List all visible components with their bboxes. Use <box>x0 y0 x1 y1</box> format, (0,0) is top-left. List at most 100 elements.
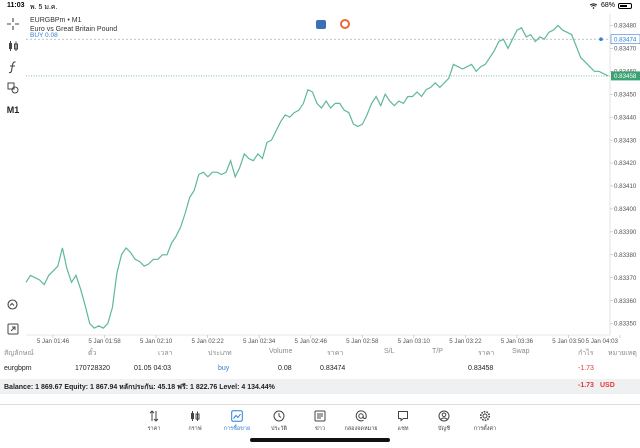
tab-label: การซื้อขาย <box>223 426 251 432</box>
tab-chart[interactable]: กราฟ <box>177 410 213 433</box>
y-tick-label: 0.83480 <box>614 23 637 30</box>
chart-area[interactable]: 0.834800.834700.834600.834500.834400.834… <box>0 0 640 345</box>
y-tick-label: 0.83370 <box>614 275 637 282</box>
buy-price-tag-background <box>610 34 640 45</box>
y-tick-label: 0.83350 <box>614 321 637 328</box>
price-chart[interactable]: 0.834800.834700.834600.834500.834400.834… <box>0 0 640 345</box>
x-tick-label: 5 Jan 03:22 <box>449 338 482 345</box>
current-price-tag-text: 0.83458 <box>614 73 637 80</box>
y-tick-label: 0.83430 <box>614 137 637 144</box>
tab-label: การตั้งค่า <box>473 426 497 432</box>
col-volume: Volume <box>269 348 293 355</box>
tab-label: บัญชี <box>438 426 450 432</box>
row-type: buy <box>218 365 230 372</box>
zoom-icon[interactable] <box>4 297 22 313</box>
trade-icon <box>231 410 243 422</box>
status-time: 11:03 <box>7 2 25 9</box>
tab-label: กล่องจดหมาย <box>344 426 378 432</box>
balance-text: Balance: 1 869.67 Equity: 1 867.94 หลักป… <box>4 384 275 391</box>
current-price-tag-background <box>611 71 640 81</box>
tab-label: ราคา <box>147 426 161 432</box>
x-tick-label: 5 Jan 03:36 <box>501 338 534 345</box>
tab-quotes[interactable]: ราคา <box>136 410 172 433</box>
tab-chat[interactable]: แชท <box>385 410 421 433</box>
chart-toolbar: M1 <box>0 14 26 344</box>
row-price: 0.83458 <box>468 365 494 372</box>
home-indicator <box>250 438 390 442</box>
tab-label: แชท <box>397 426 409 432</box>
col-open-price: ราคา <box>327 350 344 357</box>
x-axis: 5 Jan 01:46 5 Jan 01:58 5 Jan 02:10 5 Jan 0… <box>37 335 621 345</box>
tab-label: กราฟ <box>188 426 202 432</box>
price-series-line <box>25 24 609 329</box>
table-row[interactable]: eurgbpm 170728320 01.05 04:03 buy 0.08 0… <box>0 362 640 376</box>
one-click-buy-button[interactable] <box>316 20 326 29</box>
chat-icon <box>398 411 408 422</box>
y-tick-label: 0.83420 <box>614 160 637 167</box>
balance-currency: USD <box>600 382 615 389</box>
battery-icon <box>618 2 632 9</box>
symbol-description: Euro vs Great Britain Pound <box>30 26 118 33</box>
x-tick-label: 5 Jan 01:58 <box>88 338 121 345</box>
col-time: เวลา <box>158 350 173 357</box>
row-profit: -1.73 <box>578 365 594 372</box>
mail-icon <box>355 410 367 422</box>
tab-settings[interactable]: การตั้งค่า <box>467 410 503 433</box>
tab-history[interactable]: ประวัติ <box>261 410 297 433</box>
period-button[interactable]: M1 <box>6 105 20 115</box>
y-tick-label: 0.83360 <box>614 298 637 305</box>
candles-icon <box>191 411 200 421</box>
tab-news[interactable]: ข่าว <box>302 410 338 433</box>
tab-trade[interactable]: การซื้อขาย <box>219 410 255 433</box>
one-click-trading-toggle[interactable] <box>340 19 350 29</box>
x-tick-label: 5 Jan 02:58 <box>346 338 379 345</box>
crosshair-icon[interactable] <box>4 16 22 32</box>
buy-level-handle[interactable] <box>599 37 603 42</box>
arrows-icon <box>149 410 159 422</box>
y-tick-label: 0.83400 <box>614 206 637 213</box>
col-comment: หมายเหตุ <box>608 350 637 357</box>
x-tick-label: 5 Jan 02:46 <box>295 338 328 345</box>
symbol-info: EURGBPm • M1 Euro vs Great Britain Pound <box>30 16 117 34</box>
add-chart-icon[interactable] <box>4 321 22 337</box>
battery-percent: 68% <box>600 2 615 9</box>
table-header: สัญลักษณ์ ตั๋ว เวลา ประเภท Volume ราคา S… <box>0 345 640 359</box>
y-tick-label: 0.83410 <box>614 183 637 190</box>
row-ticket: 170728320 <box>75 365 111 372</box>
tab-mailbox[interactable]: กล่องจดหมาย <box>343 410 379 433</box>
symbol-name: EURGBPm • M1 <box>30 17 82 24</box>
x-tick-label: 5 Jan 01:46 <box>37 338 70 345</box>
y-tick-label: 0.83390 <box>614 229 637 236</box>
status-bar: 11:03 พ. 5 ม.ค. 68% <box>0 0 640 12</box>
col-ticket: ตั๋ว <box>88 350 97 357</box>
status-right: 68% <box>589 2 632 9</box>
y-tick-label: 0.83450 <box>614 91 637 98</box>
candles-icon[interactable] <box>4 38 22 54</box>
y-tick-label: 0.83440 <box>614 114 637 121</box>
tab-label: ข่าว <box>315 426 325 432</box>
current-price-tag: 0.83458 <box>611 71 640 81</box>
tab-account[interactable]: บัญชี <box>426 410 462 433</box>
indicators-icon[interactable] <box>4 59 22 75</box>
col-sl: S/L <box>384 348 395 355</box>
row-time: 01.05 04:03 <box>134 365 171 372</box>
col-swap: Swap <box>512 348 530 355</box>
col-tp: T/P <box>432 348 443 355</box>
balance-row: Balance: 1 869.67 Equity: 1 867.94 หลักป… <box>0 379 640 394</box>
x-tick-label: 5 Jan 04:03 <box>586 338 619 345</box>
objects-icon[interactable] <box>4 80 22 96</box>
y-axis: 0.834800.834700.834600.834500.834400.834… <box>610 23 637 328</box>
x-tick-label: 5 Jan 03:10 <box>398 338 431 345</box>
buy-line-label: BUY 0.08 <box>30 32 58 39</box>
x-tick-label: 5 Jan 02:10 <box>140 338 173 345</box>
x-tick-label: 5 Jan 02:22 <box>191 338 224 345</box>
wifi-icon <box>589 2 598 9</box>
balance-profit: -1.73 <box>578 382 594 389</box>
y-tick-label: 0.83380 <box>614 252 637 259</box>
col-profit: กำไร <box>578 350 594 357</box>
history-icon <box>273 410 285 422</box>
x-tick-label: 5 Jan 02:34 <box>243 338 276 345</box>
tab-label: ประวัติ <box>270 426 288 432</box>
status-date: พ. 5 ม.ค. <box>30 4 58 11</box>
row-volume: 0.08 <box>278 365 292 372</box>
